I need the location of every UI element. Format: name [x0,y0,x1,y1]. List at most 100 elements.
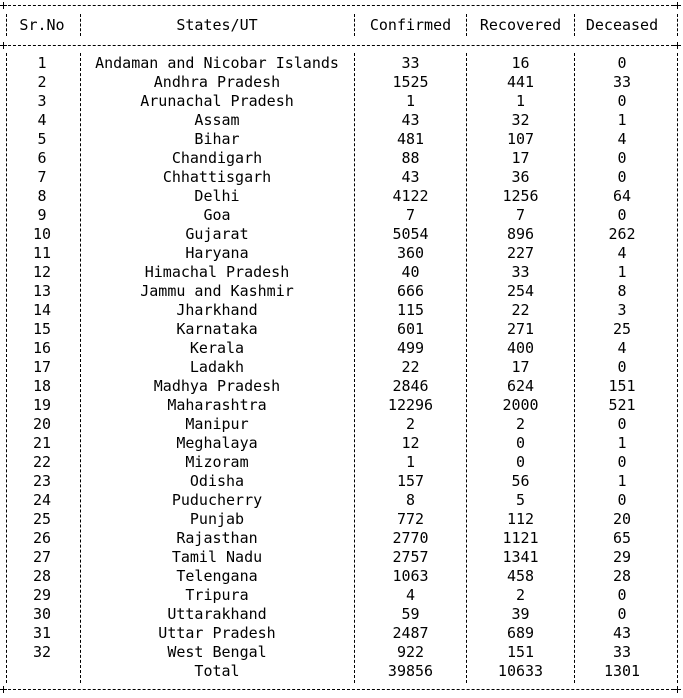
cell-recovered: 7 [515,206,526,224]
cell-state-ut: Tamil Nadu [171,548,263,566]
cell-deceased: 1 [617,434,627,452]
cell-sr-no: 20 [32,415,52,433]
cell-sr-no: 3 [37,92,47,110]
cell-deceased: 3 [617,301,627,319]
cell-sr-no: 16 [32,339,52,357]
cell-sr-no: 31 [32,624,52,642]
cell-confirmed: 2770 [392,529,429,547]
cell-state-ut: Gujarat [185,225,249,243]
column-divider [466,53,467,683]
cell-state-ut: Kerala [189,339,245,357]
cell-confirmed: 33 [401,54,420,72]
column-divider [354,14,355,36]
header-separator [3,45,679,46]
cell-confirmed: 88 [401,149,420,167]
cell-deceased: 1301 [603,662,641,680]
column-divider [6,14,7,36]
cell-state-ut: Meghalaya [176,434,258,452]
cell-recovered: 151 [506,643,535,661]
cell-confirmed: 481 [396,130,425,148]
cell-sr-no: 18 [32,377,52,395]
cell-deceased: 4 [617,244,627,262]
cell-state-ut: Haryana [185,244,249,262]
cell-confirmed: 2846 [392,377,429,395]
cell-confirmed: 40 [401,263,420,281]
cell-state-ut: Delhi [194,187,240,205]
cell-confirmed: 1 [405,92,416,110]
cell-sr-no: 6 [37,149,47,167]
cell-sr-no: 25 [32,510,52,528]
cell-state-ut: Uttarakhand [167,605,267,623]
column-divider [80,14,81,36]
cell-recovered: 441 [506,73,535,91]
cell-sr-no: 5 [37,130,47,148]
cell-recovered: 400 [506,339,535,357]
header-recovered: Recovered [479,16,562,34]
cell-confirmed: 2487 [392,624,429,642]
cell-recovered: 254 [506,282,535,300]
cell-confirmed: 601 [396,320,425,338]
cell-confirmed: 4122 [392,187,429,205]
cell-recovered: 32 [511,111,530,129]
column-divider [6,53,7,683]
cell-state-ut: Maharashtra [167,396,267,414]
cell-sr-no: 2 [37,73,47,91]
cell-confirmed: 772 [396,510,425,528]
cell-recovered: 227 [506,244,535,262]
cell-sr-no: 32 [32,643,52,661]
cell-deceased: 0 [617,54,627,72]
cell-deceased: 33 [612,73,632,91]
cell-deceased: 0 [617,358,627,376]
cell-recovered: 112 [506,510,535,528]
cell-sr-no: 19 [32,396,52,414]
cell-recovered: 5 [515,491,526,509]
corner-plus [0,686,7,693]
cell-recovered: 689 [506,624,535,642]
cell-recovered: 896 [506,225,535,243]
cell-sr-no: 10 [32,225,52,243]
cell-deceased: 0 [617,92,627,110]
header-deceased: Deceased [585,16,659,34]
cell-state-ut: Rajasthan [176,529,258,547]
cell-deceased: 0 [617,453,627,471]
bottom-border [3,689,679,690]
cell-state-ut: Jammu and Kashmir [140,282,294,300]
cell-deceased: 20 [612,510,632,528]
cell-state-ut: Total [194,662,240,680]
cell-state-ut: Andhra Pradesh [153,73,281,91]
cell-recovered: 39 [511,605,530,623]
cell-sr-no: 24 [32,491,52,509]
cell-sr-no: 11 [32,244,52,262]
cell-confirmed: 5054 [392,225,429,243]
cell-state-ut: Goa [203,206,231,224]
cell-confirmed: 12296 [387,396,434,414]
cell-deceased: 64 [612,187,632,205]
cell-sr-no: 8 [37,187,47,205]
cell-confirmed: 43 [401,111,420,129]
cell-sr-no: 28 [32,567,52,585]
cell-deceased: 0 [617,415,627,433]
cell-confirmed: 666 [396,282,425,300]
cell-state-ut: Manipur [185,415,249,433]
cell-recovered: 10633 [497,662,544,680]
cell-state-ut: Uttar Pradesh [158,624,276,642]
cell-recovered: 16 [511,54,530,72]
column-divider [80,53,81,683]
cell-sr-no: 7 [37,168,47,186]
cell-sr-no: 15 [32,320,52,338]
cell-recovered: 2000 [502,396,539,414]
cell-deceased: 521 [608,396,636,414]
corner-plus [674,2,681,9]
cell-state-ut: Tripura [185,586,249,604]
cell-deceased: 0 [617,491,627,509]
cell-confirmed: 39856 [387,662,434,680]
cell-sr-no: 29 [32,586,52,604]
cell-sr-no: 9 [37,206,47,224]
cell-confirmed: 43 [401,168,420,186]
column-divider [574,14,575,36]
cell-recovered: 0 [515,453,526,471]
column-divider [354,53,355,683]
cell-state-ut: Telengana [176,567,258,585]
cell-sr-no: 30 [32,605,52,623]
cell-state-ut: Chandigarh [171,149,263,167]
